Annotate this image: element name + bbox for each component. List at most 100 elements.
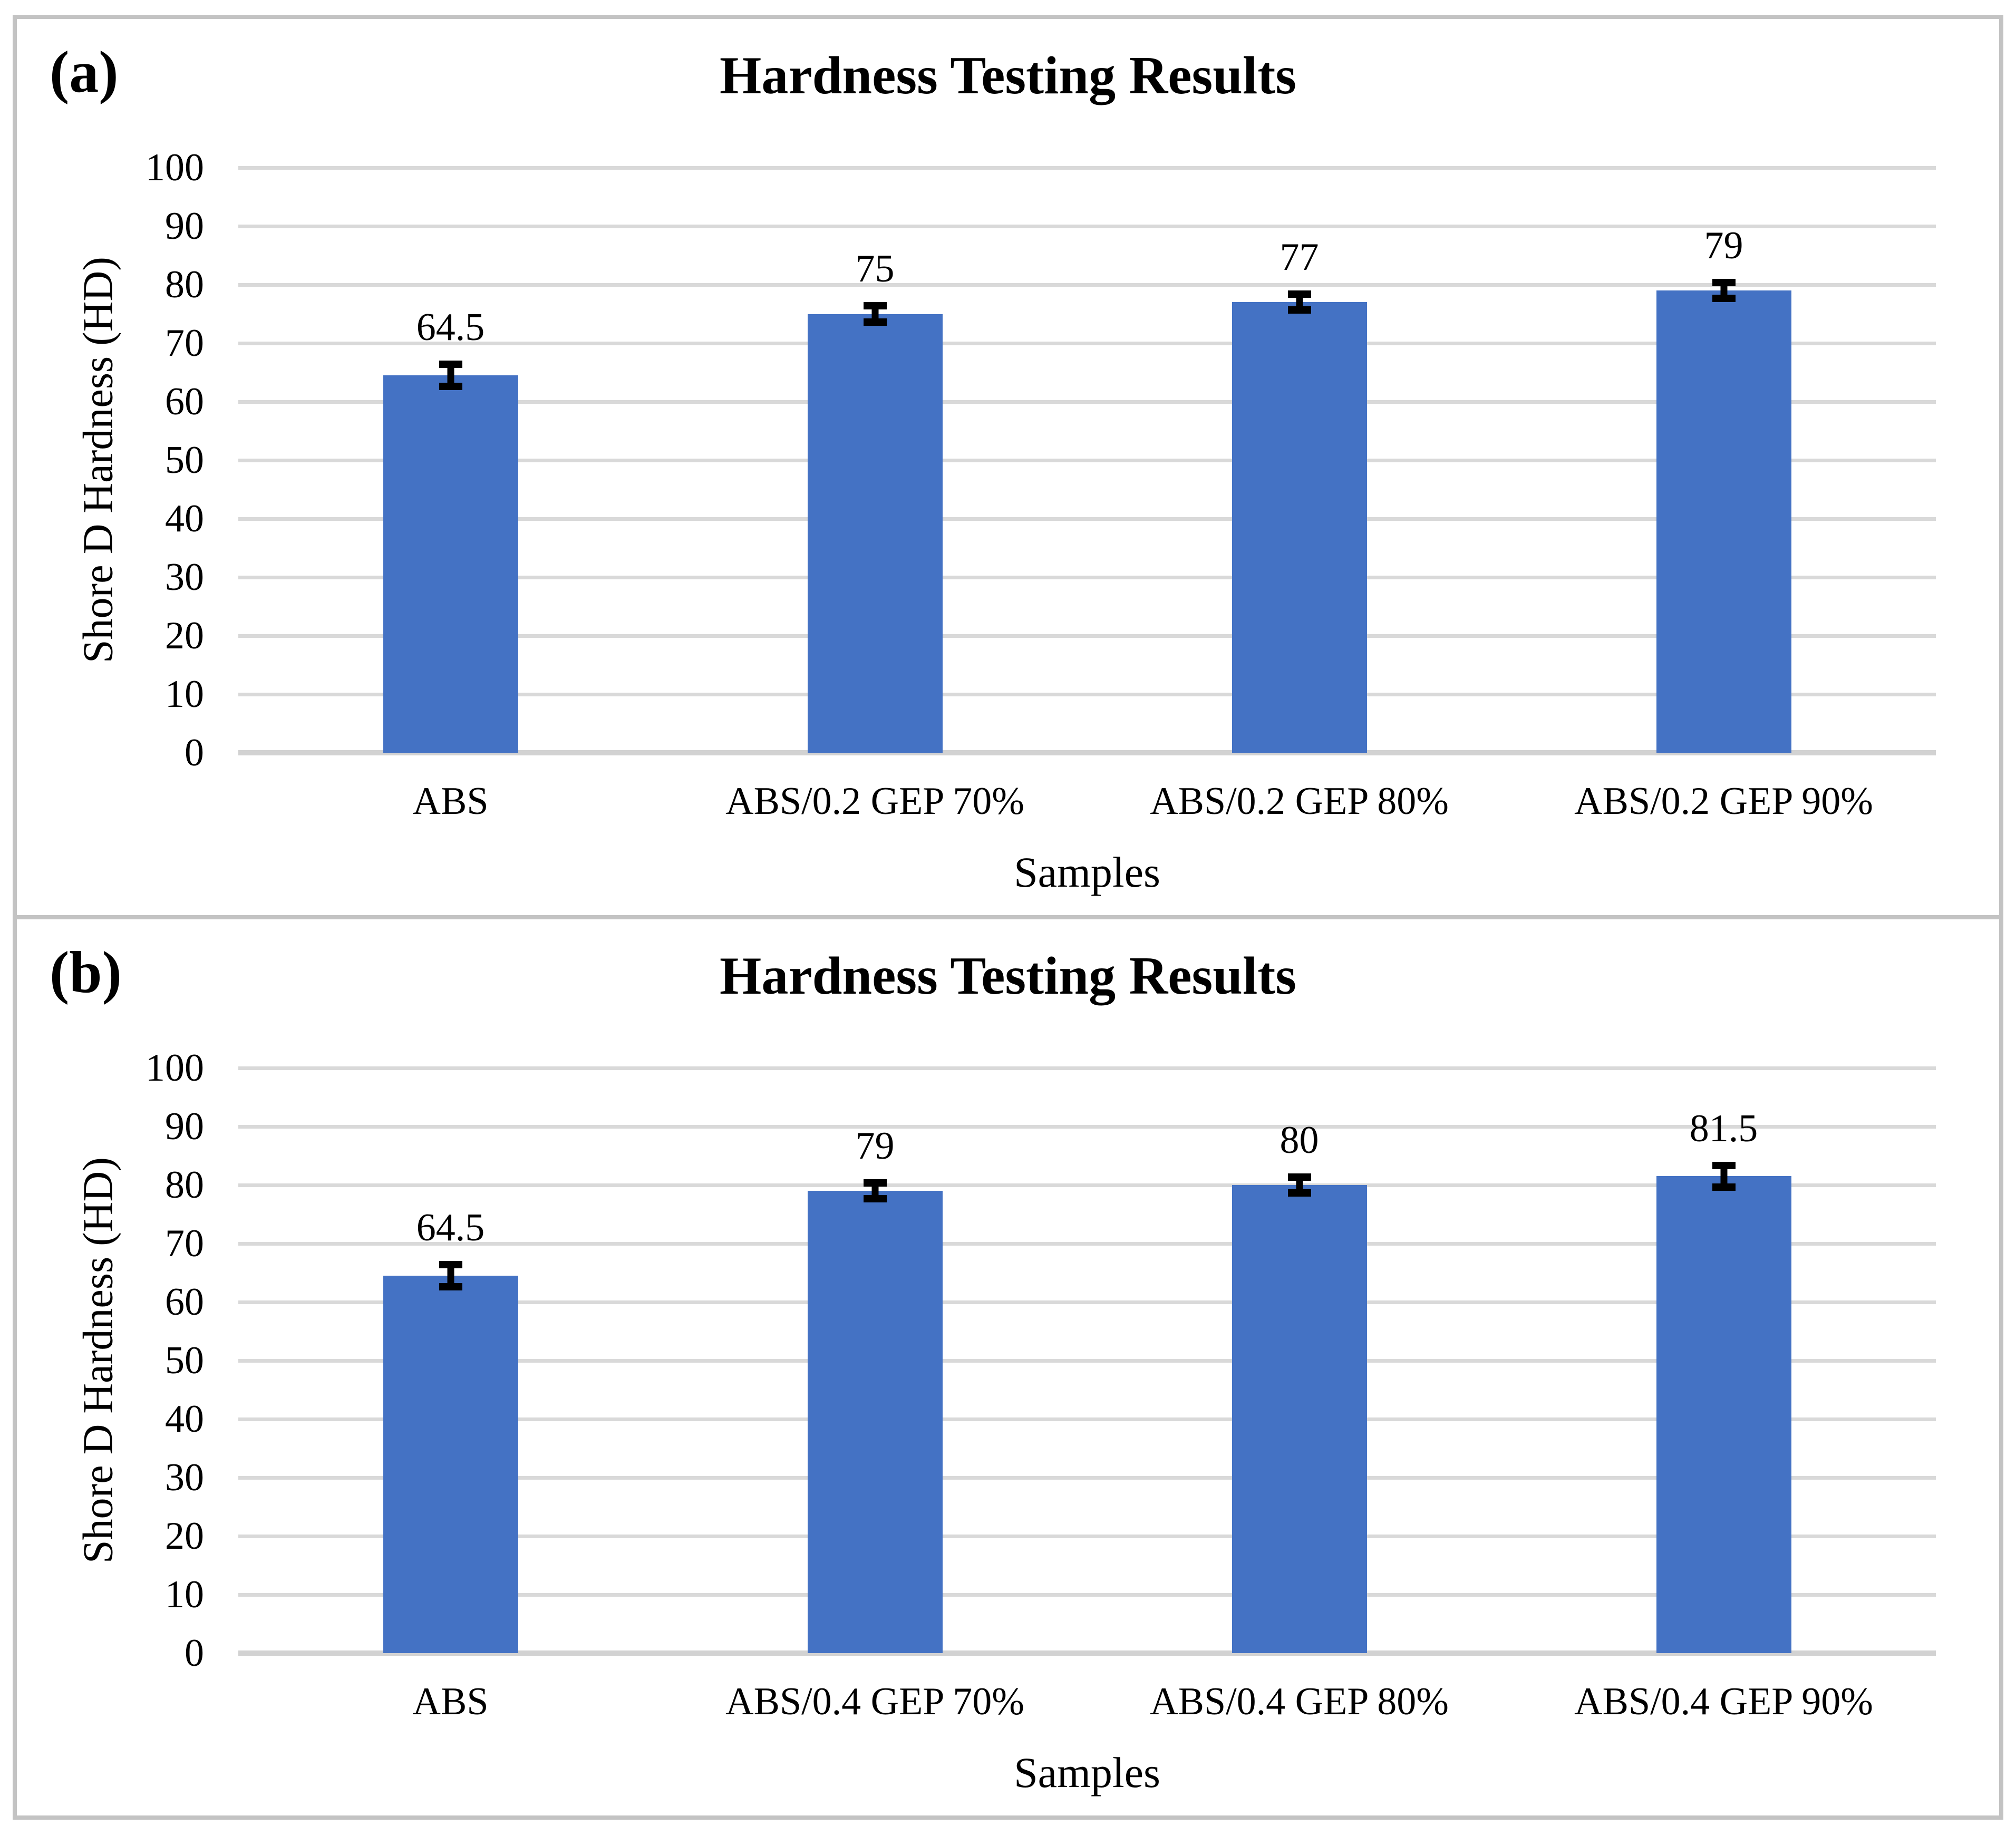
error-bar (1287, 290, 1311, 314)
chart-panel-b: (b) Hardness Testing Results Shore D Har… (17, 919, 1999, 1815)
y-tick-label: 60 (165, 380, 204, 423)
y-tick-label: 90 (165, 1105, 204, 1148)
value-label: 81.5 (1689, 1106, 1758, 1150)
error-bar-cap-bottom (1287, 306, 1311, 314)
y-axis-tick-labels: 100 90 80 70 60 50 40 30 20 10 0 (106, 148, 228, 772)
y-tick-label: 0 (185, 1632, 204, 1675)
error-bar-cap-bottom (1287, 1189, 1311, 1197)
y-tick-label: 50 (165, 1339, 204, 1382)
gridline (238, 166, 1936, 170)
bar (383, 375, 518, 753)
error-bar-cap-bottom (863, 318, 887, 326)
value-label: 79 (1704, 224, 1743, 267)
x-axis-title: Samples (1014, 1749, 1160, 1797)
bar (1656, 1176, 1791, 1653)
panel-label-a: (a) (50, 40, 119, 105)
y-tick-label: 100 (146, 1046, 204, 1090)
plot-area: 64.5 75 77 79 (238, 166, 1936, 755)
bar (1232, 302, 1367, 753)
y-tick-label: 40 (165, 1397, 204, 1441)
error-bar-cap-top (863, 1179, 887, 1187)
error-bar-cap-top (1712, 278, 1736, 286)
error-bar (1712, 278, 1736, 303)
y-tick-label: 30 (165, 1456, 204, 1499)
gridline (238, 1593, 1936, 1597)
category-axis: ABS ABS/0.4 GEP 70% ABS/0.4 GEP 80% ABS/0.4… (238, 1679, 1936, 1724)
category-label: ABS/0.4 GEP 80% (1150, 1680, 1449, 1723)
bar (1232, 1185, 1367, 1653)
category-label: ABS/0.2 GEP 70% (725, 780, 1024, 823)
x-axis-title: Samples (1014, 848, 1160, 896)
gridline (238, 1417, 1936, 1421)
chart-title: Hardness Testing Results (720, 946, 1296, 1006)
gridline (238, 1066, 1936, 1070)
error-bar-cap-bottom (439, 1283, 462, 1290)
y-tick-label: 60 (165, 1280, 204, 1324)
error-bar-cap-top (439, 361, 462, 368)
gridline (238, 693, 1936, 696)
gridline (238, 225, 1936, 228)
x-axis-line (238, 1650, 1936, 1656)
error-bar (439, 1261, 462, 1290)
gridline (238, 1476, 1936, 1480)
gridline (238, 517, 1936, 521)
gridline (238, 283, 1936, 287)
category-label: ABS (412, 780, 489, 823)
bar (807, 1191, 943, 1653)
gridline (238, 459, 1936, 462)
plot-area: 64.5 79 80 81.5 (238, 1066, 1936, 1656)
bar (807, 314, 943, 753)
error-bar-cap-top (1287, 290, 1311, 298)
value-label: 64.5 (416, 1206, 485, 1250)
error-bar-cap-top (1712, 1161, 1736, 1169)
y-tick-label: 40 (165, 497, 204, 540)
error-bar-cap-bottom (863, 1195, 887, 1203)
gridline (238, 1300, 1936, 1304)
figure-frame: (a) Hardness Testing Results Shore D Har… (13, 15, 2003, 1820)
value-label: 77 (1280, 236, 1319, 279)
error-bar-cap-bottom (1712, 295, 1736, 303)
error-bar-cap-top (439, 1261, 462, 1269)
y-tick-label: 20 (165, 614, 204, 657)
y-axis-tick-labels: 100 90 80 70 60 50 40 30 20 10 0 (106, 1048, 228, 1673)
y-tick-label: 90 (165, 205, 204, 248)
value-label: 79 (855, 1124, 895, 1168)
error-bar-cap-top (1287, 1173, 1311, 1181)
y-tick-label: 50 (165, 439, 204, 482)
x-axis-line (238, 750, 1936, 755)
category-label: ABS/0.4 GEP 90% (1574, 1680, 1873, 1723)
y-tick-label: 10 (165, 673, 204, 716)
gridline (238, 1535, 1936, 1538)
y-tick-label: 70 (165, 1222, 204, 1265)
y-tick-label: 100 (146, 146, 204, 189)
y-tick-label: 20 (165, 1514, 204, 1558)
y-tick-label: 0 (185, 731, 204, 774)
panel-divider (17, 915, 1999, 919)
error-bar-cap-bottom (1712, 1183, 1736, 1191)
category-axis: ABS ABS/0.2 GEP 70% ABS/0.2 GEP 80% ABS/0.2… (238, 779, 1936, 824)
chart-title: Hardness Testing Results (720, 46, 1296, 105)
gridline (238, 576, 1936, 579)
category-label: ABS/0.4 GEP 70% (725, 1680, 1024, 1723)
error-bar-cap-top (863, 302, 887, 310)
y-tick-label: 80 (165, 263, 204, 306)
category-label: ABS/0.2 GEP 80% (1150, 780, 1449, 823)
value-label: 64.5 (416, 306, 485, 349)
gridline (238, 400, 1936, 404)
y-tick-label: 10 (165, 1573, 204, 1616)
chart-panel-a: (a) Hardness Testing Results Shore D Har… (17, 19, 1999, 915)
error-bar (439, 361, 462, 390)
bar (383, 1276, 518, 1653)
error-bar (1287, 1173, 1311, 1197)
y-tick-label: 80 (165, 1163, 204, 1207)
gridline (238, 1183, 1936, 1187)
category-label: ABS/0.2 GEP 90% (1574, 780, 1873, 823)
y-tick-label: 70 (165, 322, 204, 365)
gridline (238, 1359, 1936, 1363)
gridline (238, 634, 1936, 638)
panel-label-b: (b) (50, 940, 122, 1005)
value-label: 80 (1280, 1118, 1319, 1162)
y-tick-label: 30 (165, 556, 204, 599)
error-bar-cap-bottom (439, 382, 462, 390)
bar (1656, 290, 1791, 753)
